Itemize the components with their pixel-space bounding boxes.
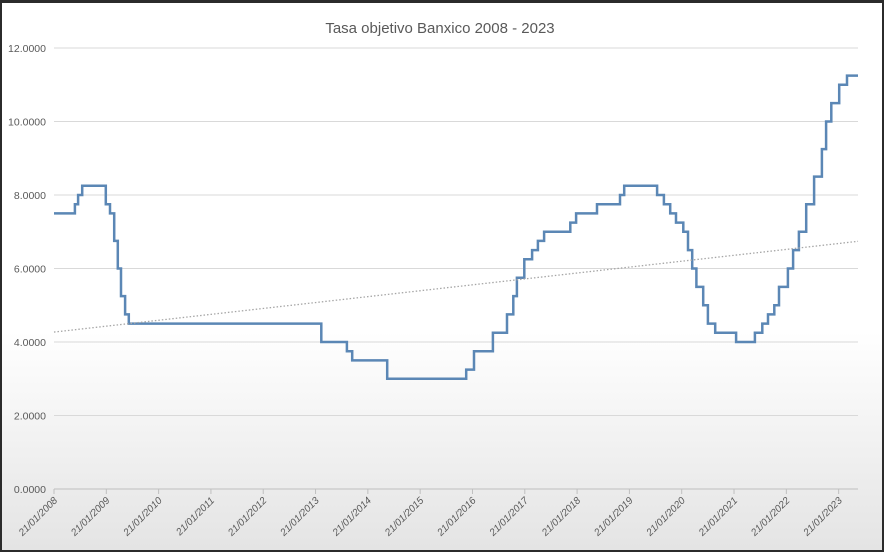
x-tick-label: 21/01/2021 [696,495,740,539]
x-tick-label: 21/01/2011 [174,495,217,538]
line-chart: Tasa objetivo Banxico 2008 - 2023 0.0000… [8,20,859,539]
x-tick-label: 21/01/2013 [278,495,322,539]
y-tick-label: 6.0000 [14,264,46,276]
x-tick-label: 21/01/2018 [539,495,583,539]
rate-series-line [54,74,858,381]
chart-area: Tasa objetivo Banxico 2008 - 2023 0.0000… [2,3,882,550]
x-tick-label: 21/01/2014 [330,495,374,539]
y-tick-label: 2.0000 [14,411,46,423]
y-tick-label: 10.0000 [8,117,46,129]
x-tick-label: 21/01/2022 [749,495,793,539]
y-tick-label: 4.0000 [14,337,46,349]
x-tick-label: 21/01/2012 [225,495,269,539]
x-tick-label: 21/01/2009 [69,495,113,539]
x-tick-label: 21/01/2023 [801,495,845,539]
x-tick-label: 21/01/2019 [592,495,636,539]
x-tick-label: 21/01/2017 [487,495,531,539]
y-tick-label: 8.0000 [14,190,46,202]
x-tick-label: 21/01/2010 [121,495,165,539]
trendline [53,240,859,333]
y-tick-label: 12.0000 [8,43,46,55]
chart-title: Tasa objetivo Banxico 2008 - 2023 [325,20,554,37]
y-tick-label: 0.0000 [14,484,46,496]
x-tick-label: 21/01/2020 [644,495,688,539]
x-tick-label: 21/01/2015 [382,495,426,539]
x-tick-label: 21/01/2008 [16,495,60,539]
x-tick-label: 21/01/2016 [435,495,479,539]
